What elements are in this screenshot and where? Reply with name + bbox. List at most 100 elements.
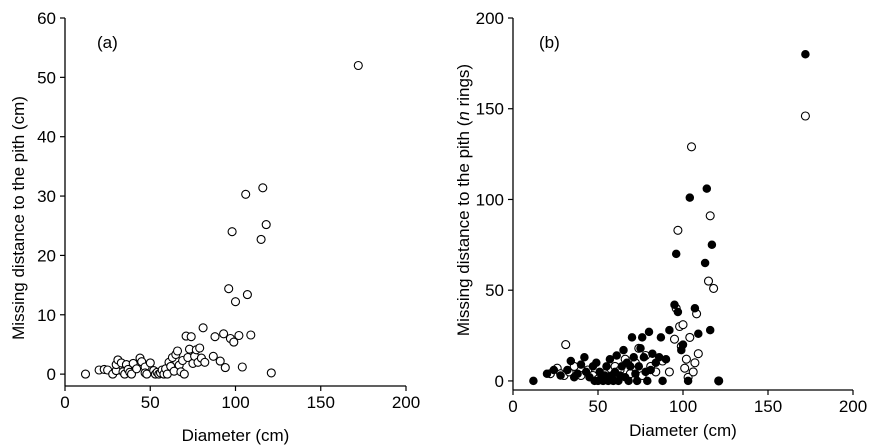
data-point-filled <box>556 371 565 380</box>
data-point-filled <box>637 333 647 342</box>
data-point-open <box>80 369 91 379</box>
data-point-open <box>215 356 225 366</box>
data-point-open <box>678 320 688 330</box>
panel-b-y-axis-label-start: Missing distance to the pith ( <box>454 120 473 336</box>
data-point-filled <box>592 358 601 368</box>
data-point-open <box>690 358 700 368</box>
data-point-filled <box>694 329 703 338</box>
y-tick-label: 0 <box>495 372 504 391</box>
data-point-open <box>246 330 256 340</box>
data-point-open <box>693 349 703 359</box>
data-point-open <box>256 234 266 244</box>
data-point-open <box>686 142 697 152</box>
data-point-filled <box>643 376 652 386</box>
data-point-filled <box>636 344 645 353</box>
data-point-filled <box>648 349 657 358</box>
data-point-filled <box>573 369 582 378</box>
data-point-filled <box>670 300 679 309</box>
x-tick-label: 50 <box>589 397 608 416</box>
data-point-filled <box>678 340 688 349</box>
data-point-filled <box>646 365 655 375</box>
data-point-filled <box>665 325 674 335</box>
y-tick-label: 40 <box>37 128 56 147</box>
data-point-open <box>561 340 571 350</box>
data-point-open <box>237 362 247 372</box>
data-point-filled <box>626 362 635 371</box>
y-tick-label: 50 <box>485 281 504 300</box>
y-tick-label: 150 <box>476 100 504 119</box>
data-point-open <box>258 183 268 193</box>
data-point-filled <box>563 365 572 375</box>
y-tick-label: 10 <box>37 306 56 325</box>
panel-a-scatter-plot: (a) Diameter (cm) Missing distance to th… <box>9 9 420 445</box>
x-tick-label: 100 <box>221 393 249 412</box>
data-point-open <box>229 337 239 347</box>
data-point-filled <box>566 356 576 366</box>
data-point-filled <box>629 353 638 362</box>
y-tick-label: 200 <box>476 9 504 28</box>
y-tick-label: 30 <box>37 187 56 206</box>
data-point-open <box>219 329 229 339</box>
data-point-filled <box>602 362 611 371</box>
data-point-filled <box>690 304 700 313</box>
data-point-open <box>242 290 252 300</box>
data-point-filled <box>714 376 723 386</box>
data-point-filled <box>644 327 654 337</box>
y-tick-label: 100 <box>476 190 504 209</box>
data-point-filled <box>658 376 667 386</box>
data-point-open <box>172 346 183 356</box>
data-point-open <box>132 364 142 374</box>
data-point-open <box>145 358 155 368</box>
data-point-open <box>261 220 271 230</box>
data-point-filled <box>542 369 552 378</box>
data-point-open <box>800 111 810 121</box>
data-point-open <box>681 354 691 364</box>
x-tick-label: 150 <box>307 393 335 412</box>
data-point-filled <box>580 353 589 362</box>
data-point-open <box>234 330 244 341</box>
panel-b-scatter-plot: (b) Diameter (cm) Missing distance to th… <box>454 9 867 440</box>
data-point-open <box>186 332 196 342</box>
data-point-open <box>705 211 715 221</box>
data-point-open <box>200 357 210 367</box>
data-point-filled <box>631 369 640 378</box>
data-point-filled <box>661 354 671 364</box>
data-point-filled <box>632 376 642 386</box>
data-point-filled <box>671 249 681 259</box>
panel-b-label: (b) <box>539 33 560 52</box>
x-tick-label: 100 <box>669 397 697 416</box>
data-point-filled <box>702 184 712 193</box>
data-point-open <box>688 367 698 377</box>
data-point-filled <box>634 362 644 371</box>
data-point-filled <box>627 333 637 342</box>
data-point-filled <box>619 345 628 355</box>
data-point-open <box>266 368 276 378</box>
data-point-filled <box>705 325 715 335</box>
panel-b-x-axis-label: Diameter (cm) <box>629 421 737 440</box>
x-tick-label: 150 <box>754 397 782 416</box>
data-point-filled <box>685 193 695 202</box>
data-point-open <box>680 363 690 373</box>
data-point-filled <box>654 353 664 362</box>
panel-a-label: (a) <box>97 33 118 52</box>
panel-a-x-axis-label: Diameter (cm) <box>182 426 290 445</box>
y-tick-label: 0 <box>47 365 56 384</box>
x-tick-label: 200 <box>839 397 867 416</box>
data-point-open <box>224 284 234 294</box>
data-point-filled <box>639 353 649 362</box>
data-point-filled <box>549 365 559 375</box>
data-point-filled <box>612 351 621 360</box>
data-point-filled <box>700 258 710 268</box>
panel-a-y-axis-label: Missing distance to the pith (cm) <box>9 96 28 340</box>
data-point-open <box>669 334 680 344</box>
data-point-open <box>227 227 237 237</box>
x-tick-label: 200 <box>392 393 420 412</box>
data-point-filled <box>656 333 666 342</box>
y-tick-label: 60 <box>37 9 56 28</box>
data-point-open <box>230 297 241 307</box>
data-point-open <box>220 363 230 373</box>
data-point-open <box>703 276 714 286</box>
data-point-open <box>673 225 683 235</box>
data-point-open <box>195 343 205 353</box>
